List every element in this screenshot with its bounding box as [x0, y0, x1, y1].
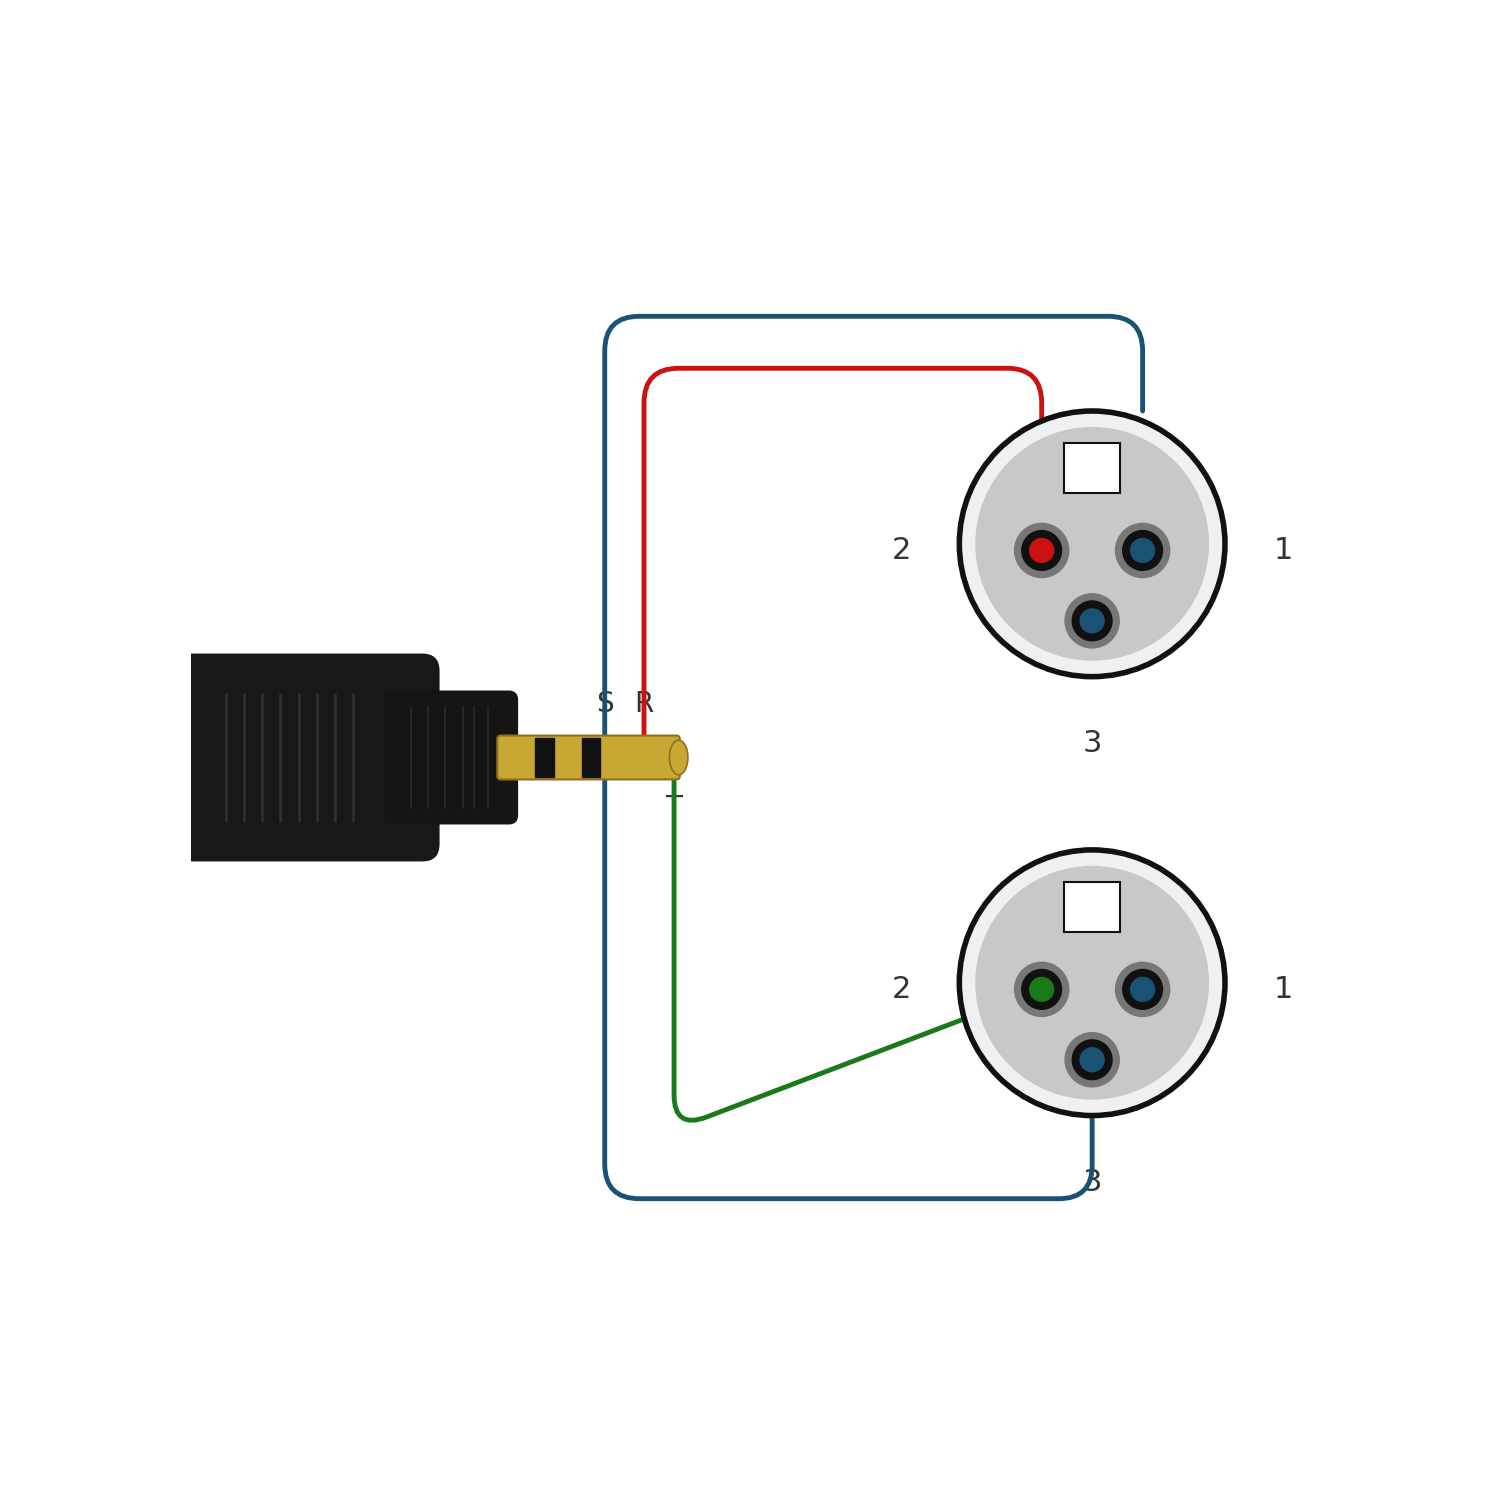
- Circle shape: [1065, 1032, 1120, 1088]
- Bar: [582, 738, 600, 777]
- Text: 3: 3: [1083, 1167, 1102, 1197]
- Circle shape: [960, 850, 1226, 1116]
- Circle shape: [1122, 530, 1162, 572]
- FancyBboxPatch shape: [1065, 882, 1120, 933]
- Text: T: T: [666, 795, 682, 822]
- FancyBboxPatch shape: [384, 690, 518, 825]
- Text: 3: 3: [1083, 729, 1102, 758]
- Text: 2: 2: [891, 536, 910, 566]
- Circle shape: [1014, 962, 1070, 1017]
- Circle shape: [1122, 969, 1162, 1010]
- Circle shape: [1071, 600, 1113, 642]
- Circle shape: [1131, 538, 1155, 562]
- Circle shape: [1114, 962, 1170, 1017]
- Circle shape: [975, 427, 1209, 660]
- Text: 2: 2: [891, 975, 910, 1004]
- Ellipse shape: [669, 740, 688, 776]
- Bar: [536, 738, 554, 777]
- Text: S: S: [596, 690, 613, 718]
- Circle shape: [1014, 522, 1070, 579]
- FancyBboxPatch shape: [498, 735, 680, 780]
- Text: R: R: [634, 690, 654, 718]
- Circle shape: [1131, 978, 1155, 1002]
- Circle shape: [1114, 522, 1170, 579]
- FancyBboxPatch shape: [1065, 442, 1120, 494]
- Circle shape: [1071, 1040, 1113, 1080]
- Circle shape: [1029, 978, 1053, 1002]
- Circle shape: [1080, 609, 1104, 633]
- FancyBboxPatch shape: [152, 654, 439, 861]
- Circle shape: [975, 865, 1209, 1100]
- Circle shape: [1029, 538, 1053, 562]
- Circle shape: [1065, 592, 1120, 648]
- Circle shape: [1080, 1048, 1104, 1071]
- Text: 1: 1: [1274, 536, 1293, 566]
- Circle shape: [1022, 530, 1062, 572]
- Circle shape: [1022, 969, 1062, 1010]
- Circle shape: [960, 411, 1226, 676]
- Text: 1: 1: [1274, 975, 1293, 1004]
